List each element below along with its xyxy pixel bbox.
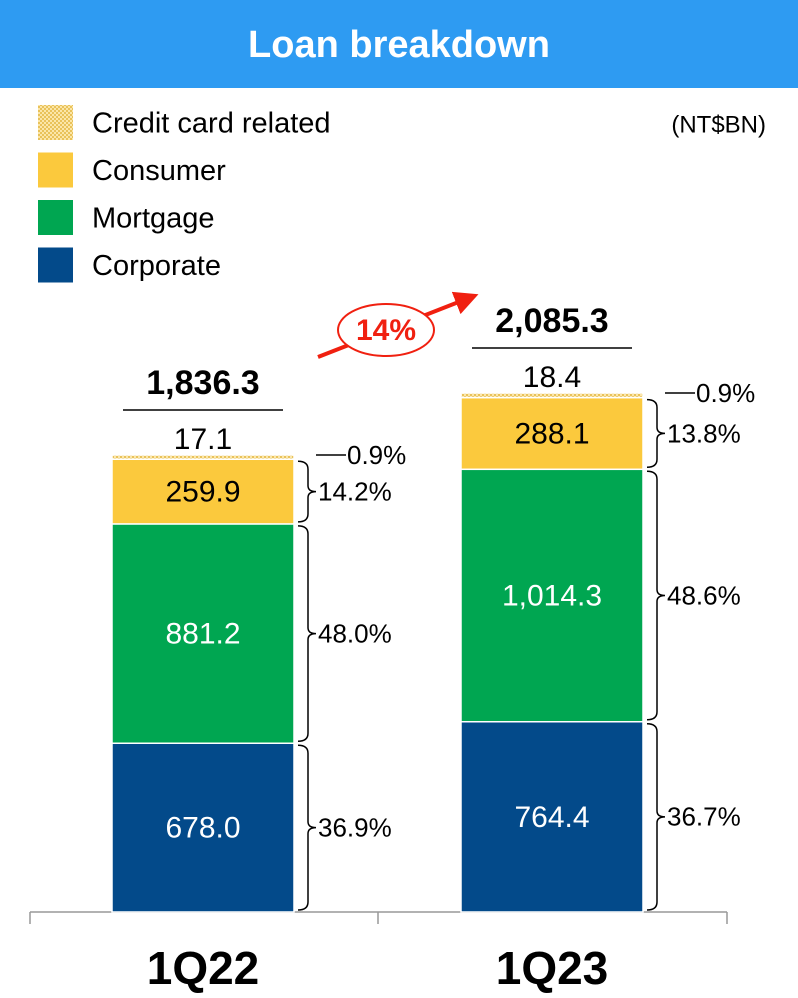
chart-title: Loan breakdown [248, 24, 550, 66]
unit-label: (NT$BN) [671, 111, 766, 138]
share-brace [646, 398, 666, 469]
total-label: 1,836.3 [146, 364, 259, 402]
total-label: 2,085.3 [495, 302, 608, 340]
legend-label: Mortgage [92, 203, 215, 235]
value-label: 881.2 [165, 618, 240, 651]
bar-segment [460, 392, 644, 399]
bar-segment [111, 458, 295, 525]
legend-label: Consumer [92, 155, 226, 187]
value-label: 764.4 [514, 801, 589, 834]
share-label: 13.8% [667, 418, 741, 448]
bar-segment [460, 468, 644, 723]
legend-swatch [38, 152, 73, 188]
legend-label: Corporate [92, 250, 221, 282]
legend-swatch [38, 105, 73, 140]
bar-segment [460, 720, 644, 913]
legend-swatch [38, 247, 73, 283]
share-label: 14.2% [318, 476, 392, 506]
growth-circle [337, 303, 435, 357]
bar-segment [111, 742, 295, 913]
share-brace [646, 722, 666, 911]
value-label: 678.0 [165, 812, 240, 845]
title-bar [0, 0, 798, 88]
value-label: 259.9 [165, 475, 240, 508]
share-label: 48.0% [318, 618, 392, 648]
growth-label: 14% [356, 314, 416, 347]
value-label: 17.1 [174, 423, 232, 456]
share-brace [297, 744, 317, 911]
value-label: 1,014.3 [502, 579, 602, 612]
legend-swatch [38, 200, 73, 235]
bar-segment [460, 396, 644, 471]
share-label: 48.6% [667, 580, 741, 610]
share-brace [646, 470, 666, 721]
share-brace [297, 460, 317, 523]
share-label: 0.9% [347, 440, 406, 470]
x-tick-label: 1Q23 [496, 942, 609, 994]
value-label: 18.4 [523, 361, 581, 394]
share-label: 0.9% [696, 378, 755, 408]
x-tick-label: 1Q22 [147, 942, 260, 994]
share-label: 36.9% [318, 812, 392, 842]
share-label: 36.7% [667, 802, 741, 832]
bar-segment [111, 523, 295, 744]
legend-label: Credit card related [92, 108, 331, 140]
bar-segment [111, 454, 295, 460]
share-brace [297, 525, 317, 742]
value-label: 288.1 [514, 417, 589, 450]
